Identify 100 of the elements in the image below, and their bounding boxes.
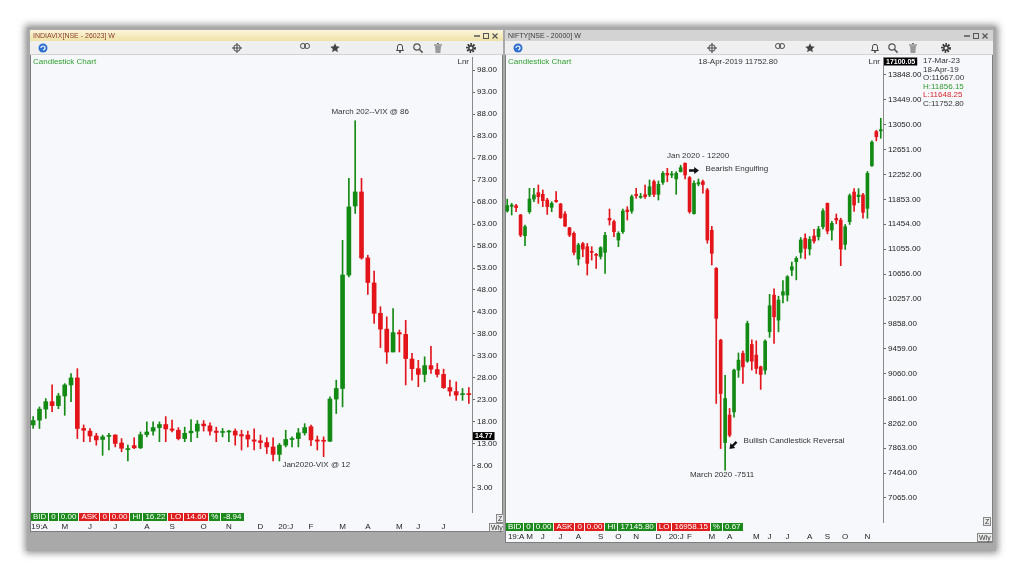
candlestick xyxy=(674,171,679,195)
text: BID xyxy=(31,512,49,521)
annotation: Bearish Engulfing xyxy=(705,163,769,173)
y-tick-label: 8.00 xyxy=(477,461,494,471)
candlestick xyxy=(554,191,558,203)
annotation: % xyxy=(710,522,722,531)
x-tick-label: J xyxy=(785,532,790,541)
x-tick-label: F xyxy=(687,532,693,541)
x-tick-label: J xyxy=(113,522,118,531)
candlestick xyxy=(781,280,785,304)
y-tick-label: 48.00 xyxy=(477,285,498,295)
y-tick-label: 43.00 xyxy=(477,307,498,317)
annotation: Bullish Candlestick Reversal xyxy=(743,436,845,446)
y-tick-label: 98.00 xyxy=(477,65,498,75)
x-tick-label: A xyxy=(144,522,151,531)
annotation: March 202--VIX @ 86 xyxy=(331,106,410,116)
y-tick-label: 83.00 xyxy=(477,131,498,141)
x-tick-label: D xyxy=(655,532,662,541)
y-tick-label: 11454.00 xyxy=(888,219,922,229)
x-tick-label: A xyxy=(806,532,813,541)
text: O:11667.00 xyxy=(923,73,965,83)
y-tick-label: 13449.00 xyxy=(888,94,922,104)
candlestick xyxy=(643,184,647,199)
annotation: ASK xyxy=(554,522,575,531)
candlestick xyxy=(213,426,219,442)
text: 18-Apr-19 xyxy=(923,64,959,74)
x-tick-label: J xyxy=(441,522,446,531)
y-tick-label: 9858.00 xyxy=(888,318,918,328)
y-tick-label: 38.00 xyxy=(477,329,498,339)
x-tick-label: F xyxy=(308,522,314,531)
annotation: Jan 2020 - 12200 xyxy=(666,150,730,160)
y-tick-label: 13050.00 xyxy=(888,119,922,129)
x-tick-label: 19:A xyxy=(507,532,525,541)
y-tick-label: 3.00 xyxy=(477,483,494,493)
x-tick-label: A xyxy=(365,522,372,531)
x-tick-label: S xyxy=(597,532,604,541)
x-tick-label: O xyxy=(842,532,849,541)
text: 16.22 xyxy=(143,512,168,521)
y-tick-label: 78.00 xyxy=(477,153,498,163)
text: -8.94 xyxy=(221,512,244,521)
candlestick xyxy=(453,381,459,401)
annotation: Jan2020-VIX @ 12 xyxy=(282,460,351,470)
x-tick-label: O xyxy=(615,532,622,541)
annotation: 16958.15 xyxy=(672,522,710,531)
y-tick-label: 7863.00 xyxy=(888,443,918,453)
y-tick-label: 88.00 xyxy=(477,109,498,119)
x-tick-label: J xyxy=(767,532,772,541)
annotation: 0.00 xyxy=(584,522,605,531)
x-tick-label: N xyxy=(226,522,233,531)
text: LO xyxy=(168,512,184,521)
text: H:11856.15 xyxy=(923,81,964,91)
y-tick-label: 12651.00 xyxy=(888,144,922,154)
x-tick-label: N xyxy=(633,532,640,541)
x-tick-label: M xyxy=(752,532,760,541)
x-tick-label: S xyxy=(824,532,831,541)
text: 0 xyxy=(100,512,109,521)
x-tick-label: A xyxy=(575,532,582,541)
annotation: 0.67 xyxy=(722,522,743,531)
text: 0 xyxy=(49,512,58,521)
y-tick-label: 18.00 xyxy=(477,417,498,427)
annotation: 0.00 xyxy=(533,522,554,531)
text: 0.00 xyxy=(109,512,130,521)
y-tick-label: 53.00 xyxy=(477,263,498,273)
x-tick-label: M xyxy=(526,532,534,541)
candlestick xyxy=(131,437,137,450)
annotation: BID xyxy=(506,522,524,531)
x-tick-label: M xyxy=(396,522,404,531)
y-tick-label: 28.00 xyxy=(477,373,498,383)
candlestick xyxy=(794,256,799,281)
y-tick-label: 73.00 xyxy=(477,175,498,185)
x-tick-label: N xyxy=(864,532,871,541)
annotation: HI xyxy=(605,522,618,531)
y-tick-label: 12252.00 xyxy=(888,169,922,179)
x-tick-label: M xyxy=(61,522,69,531)
x-tick-label: O xyxy=(200,522,207,531)
candlestick xyxy=(589,246,594,261)
annotation: 0 xyxy=(524,522,533,531)
candlestick xyxy=(125,444,131,462)
annotation: March 2020 -7511 xyxy=(689,470,755,480)
text: 14.60 xyxy=(184,512,209,521)
annotation: LO xyxy=(656,522,672,531)
text: ASK xyxy=(79,512,100,521)
y-tick-label: 23.00 xyxy=(477,395,498,405)
candlestick xyxy=(634,188,639,199)
y-tick-label: 8262.00 xyxy=(888,418,918,428)
y-tick-label: 11055.00 xyxy=(888,244,922,254)
text: C:11752.80 xyxy=(923,99,964,108)
x-tick-label: 19:A xyxy=(31,522,49,531)
y-tick-label: 13848.00 xyxy=(888,70,922,80)
x-tick-label: J xyxy=(540,532,545,541)
text: 0.00 xyxy=(58,512,79,521)
candlestick xyxy=(352,120,358,214)
annotation: 17145.80 xyxy=(618,522,656,531)
candlestick xyxy=(106,432,112,451)
text: % xyxy=(209,512,221,521)
y-tick-label: 10257.00 xyxy=(888,294,922,304)
x-tick-label: M xyxy=(339,522,347,531)
candlestick xyxy=(509,203,514,216)
annotation: Lnr xyxy=(868,57,880,66)
y-tick-label: 9459.00 xyxy=(888,343,918,353)
